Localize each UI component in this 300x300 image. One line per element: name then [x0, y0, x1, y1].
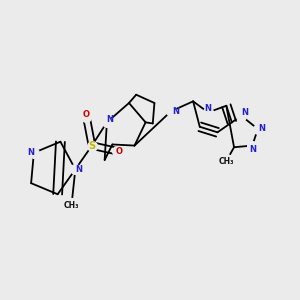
Text: O: O — [83, 110, 90, 119]
Text: N: N — [258, 124, 265, 134]
Text: N: N — [241, 108, 248, 117]
Text: N: N — [205, 104, 212, 113]
Text: N: N — [107, 115, 114, 124]
Text: CH₃: CH₃ — [219, 157, 234, 166]
Text: CH₃: CH₃ — [64, 201, 79, 210]
Text: N: N — [75, 165, 82, 174]
Text: S: S — [88, 141, 95, 151]
Text: O: O — [116, 147, 123, 156]
Text: N: N — [249, 145, 256, 154]
Text: N: N — [172, 107, 179, 116]
Text: N: N — [27, 148, 34, 157]
